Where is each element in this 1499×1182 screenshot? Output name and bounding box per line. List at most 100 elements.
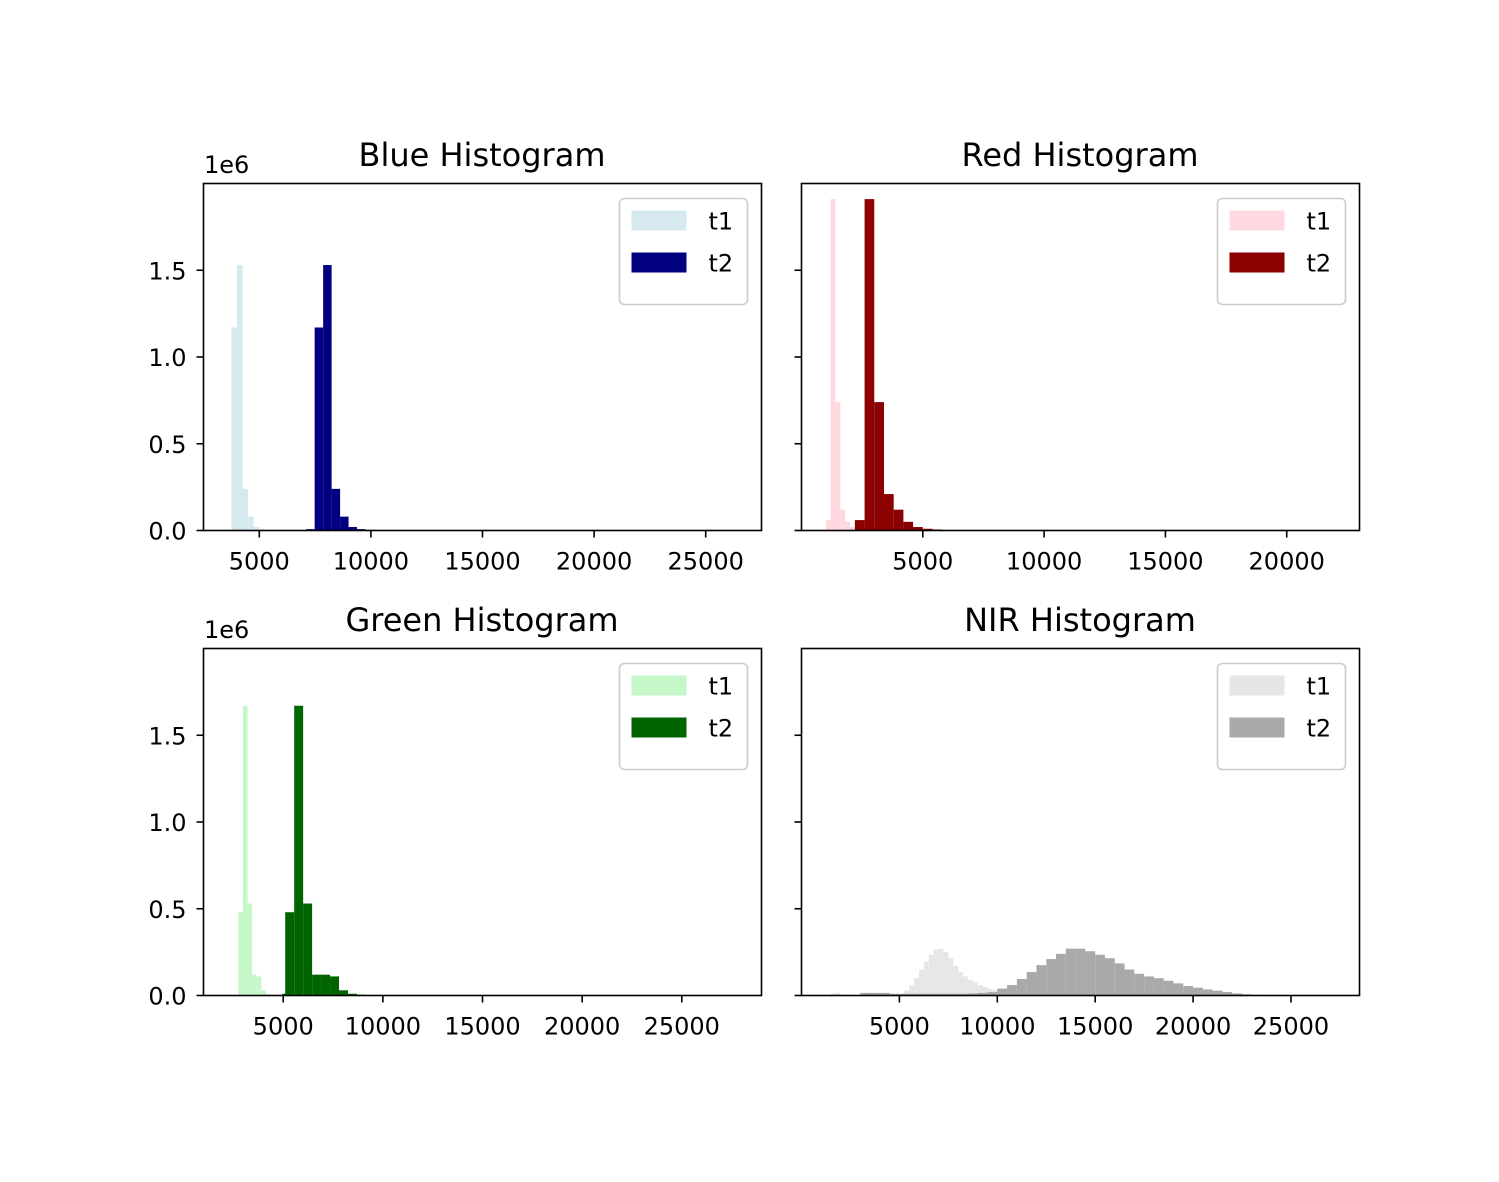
legend-label-t2: t2 xyxy=(709,250,734,278)
x-tick-label: 10000 xyxy=(1006,548,1082,576)
legend-label-t1: t1 xyxy=(1307,208,1332,236)
x-tick-label: 20000 xyxy=(544,1013,620,1041)
x-tick-label: 5000 xyxy=(229,548,290,576)
histogram-bar-t2 xyxy=(314,327,324,531)
histogram-bar-t1 xyxy=(840,509,846,531)
histogram-bar-t1 xyxy=(265,993,271,996)
histogram-bar-t2 xyxy=(883,494,894,531)
x-tick-label: 20000 xyxy=(556,548,632,576)
histogram-bar-t1 xyxy=(825,520,831,531)
histogram-bar-t2 xyxy=(1134,973,1145,996)
x-tick-label: 15000 xyxy=(1127,548,1203,576)
histogram-bar-t2 xyxy=(922,528,933,531)
legend-swatch-t1 xyxy=(1229,675,1285,696)
bars xyxy=(830,948,1282,996)
histogram-bar-t2 xyxy=(348,527,358,531)
histogram-bar-t2 xyxy=(1163,980,1174,996)
histogram-bar-t2 xyxy=(339,990,348,996)
histogram-bar-t1 xyxy=(977,985,983,996)
histogram-bar-t2 xyxy=(977,992,988,996)
histogram-bar-t2 xyxy=(285,912,295,996)
histogram-bar-t2 xyxy=(1222,992,1233,996)
histogram-bar-t2 xyxy=(312,974,322,996)
histogram-bar-t2 xyxy=(1183,985,1194,996)
subplot-title: Red Histogram xyxy=(962,136,1199,174)
x-tick-label: 15000 xyxy=(444,1013,520,1041)
histogram-bar-t2 xyxy=(1056,953,1066,996)
histogram-bar-t2 xyxy=(1202,989,1213,996)
histogram-bar-t1 xyxy=(928,954,934,996)
histogram-bar-t2 xyxy=(347,993,357,996)
histogram-bar-t1 xyxy=(850,527,855,531)
x-tick-label: 5000 xyxy=(253,1013,314,1041)
legend-swatch-t1 xyxy=(631,210,687,231)
histogram-bar-t1 xyxy=(938,948,944,996)
histogram-bar-t2 xyxy=(294,705,304,996)
y-tick-label: 1.5 xyxy=(148,257,186,285)
histogram-bar-t1 xyxy=(247,903,253,996)
histogram-bar-t1 xyxy=(256,976,262,996)
histogram-bar-t2 xyxy=(1153,978,1164,996)
histogram-bar-t1 xyxy=(261,990,266,996)
legend-label-t1: t1 xyxy=(709,208,734,236)
histogram-bar-t2 xyxy=(323,265,332,531)
histogram-bar-t1 xyxy=(953,966,959,996)
legend-label-t2: t2 xyxy=(709,715,734,743)
histogram-bar-t1 xyxy=(904,990,910,996)
histogram-bar-t1 xyxy=(248,516,254,531)
histogram-bar-t2 xyxy=(1173,983,1184,996)
histogram-bar-t2 xyxy=(1085,951,1096,996)
histogram-bar-t1 xyxy=(830,993,836,996)
bars xyxy=(238,705,366,996)
y-tick-label: 0.0 xyxy=(148,518,186,546)
histogram-bar-t2 xyxy=(918,993,929,996)
legend-label-t1: t1 xyxy=(1307,673,1332,701)
histogram-bar-t2 xyxy=(1144,976,1154,996)
x-tick-label: 25000 xyxy=(1253,1013,1329,1041)
legend-label-t2: t2 xyxy=(1307,250,1332,278)
x-tick-label: 25000 xyxy=(644,1013,720,1041)
subplot-title: NIR Histogram xyxy=(964,601,1196,639)
histogram-bar-t2 xyxy=(1104,958,1115,996)
histogram-bar-t2 xyxy=(1212,990,1223,996)
histogram-bar-t2 xyxy=(1046,959,1057,996)
legend-label-t1: t1 xyxy=(709,673,734,701)
histogram-bar-t2 xyxy=(854,520,865,531)
y-tick-label: 1.0 xyxy=(148,344,186,372)
histogram-bar-t1 xyxy=(918,969,924,996)
histogram-bar-t1 xyxy=(242,488,249,531)
histogram-bar-t1 xyxy=(909,985,915,996)
legend-swatch-t2 xyxy=(631,717,687,738)
histogram-bar-t1 xyxy=(958,972,964,996)
subplot-title: Green Histogram xyxy=(345,601,618,639)
subplot-green-histogram: Green Histogram 1e6 5000 10000 15000 20000 2… xyxy=(148,601,763,1041)
x-tick-label: 15000 xyxy=(1057,1013,1133,1041)
histogram-bar-t2 xyxy=(303,903,313,996)
legend-swatch-t2 xyxy=(1229,717,1285,738)
histogram-bar-t2 xyxy=(864,199,875,531)
histogram-bar-t2 xyxy=(1095,954,1105,996)
legend-swatch-t1 xyxy=(631,675,687,696)
histogram-bar-t2 xyxy=(1026,972,1037,996)
legend-swatch-t2 xyxy=(631,252,687,273)
histogram-bar-t2 xyxy=(967,993,978,996)
histogram-bar-t1 xyxy=(242,705,248,996)
histogram-bar-t2 xyxy=(948,993,959,996)
x-tick-label: 5000 xyxy=(892,548,953,576)
x-tick-label: 15000 xyxy=(444,548,520,576)
histogram-bar-t2 xyxy=(1114,963,1125,996)
x-tick-label: 10000 xyxy=(345,1013,421,1041)
x-tick-label: 25000 xyxy=(668,548,744,576)
histogram-bar-t1 xyxy=(914,978,919,996)
y-tick-label: 0.0 xyxy=(148,983,186,1011)
y-tick-label: 1.0 xyxy=(148,809,186,837)
legend-swatch-t1 xyxy=(1229,210,1285,231)
histogram-bar-t1 xyxy=(238,912,243,996)
histogram-bar-t1 xyxy=(253,527,260,531)
histogram-bar-t1 xyxy=(982,986,988,996)
x-tick-label: 10000 xyxy=(333,548,409,576)
histogram-bar-t2 xyxy=(1065,948,1076,996)
x-tick-label: 10000 xyxy=(959,1013,1035,1041)
subplot-nir-histogram: NIR Histogram 5000 10000 15000 20000 25000 t1… xyxy=(794,601,1361,1041)
histogram-bar-t1 xyxy=(923,961,929,996)
